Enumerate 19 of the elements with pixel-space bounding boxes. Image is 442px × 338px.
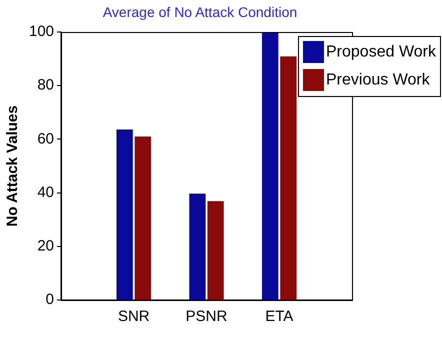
y-tick-label: 100	[28, 23, 54, 40]
bar	[262, 32, 278, 300]
legend-label: Previous Work	[326, 71, 431, 88]
legend-label: Proposed Work	[326, 43, 437, 60]
x-tick-label: ETA	[265, 308, 294, 326]
x-tick-label: PSNR	[186, 308, 228, 326]
y-tick-label: 80	[37, 76, 54, 94]
chart-title: Average of No Attack Condition	[102, 4, 298, 20]
x-tick-label: SNR	[118, 308, 150, 326]
y-tick-label: 0	[46, 291, 54, 308]
bar	[134, 136, 152, 300]
y-tick-label: 40	[37, 184, 54, 201]
y-tick-label: 60	[37, 130, 54, 148]
y-tick-label: 20	[37, 238, 54, 255]
bar	[207, 201, 224, 300]
bar	[116, 130, 133, 300]
bar	[189, 194, 206, 300]
y-axis-title: No Attack Values	[4, 105, 22, 227]
bar	[280, 56, 297, 300]
